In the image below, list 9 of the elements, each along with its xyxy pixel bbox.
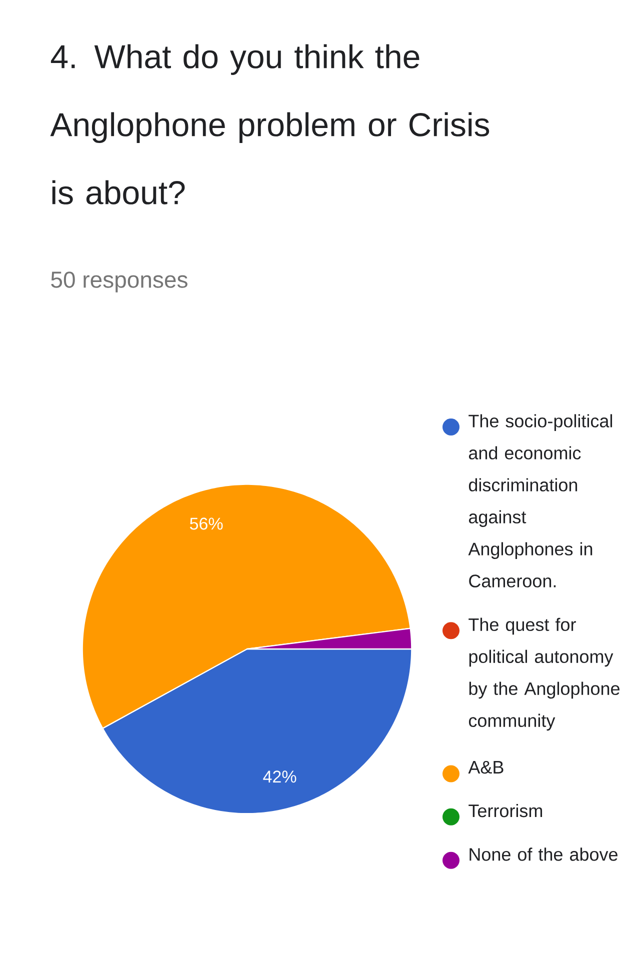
legend-label: A&B — [468, 760, 504, 774]
chart-title: 4. What do you think the Anglophone problem or Crisis is about? — [50, 44, 490, 204]
chart-subtitle: 50 responses — [51, 272, 188, 292]
legend-label: None of the above — [470, 848, 618, 861]
data-label: 56% — [190, 518, 223, 530]
legend-label: The socio-political and economic discrimination against Anglophones in Cameroon. — [468, 414, 612, 588]
legend-label: The quest for political autonomy by the Anglophone community — [468, 618, 620, 731]
legend-label: Terrorism — [468, 804, 542, 818]
data-label: 42% — [263, 770, 296, 783]
